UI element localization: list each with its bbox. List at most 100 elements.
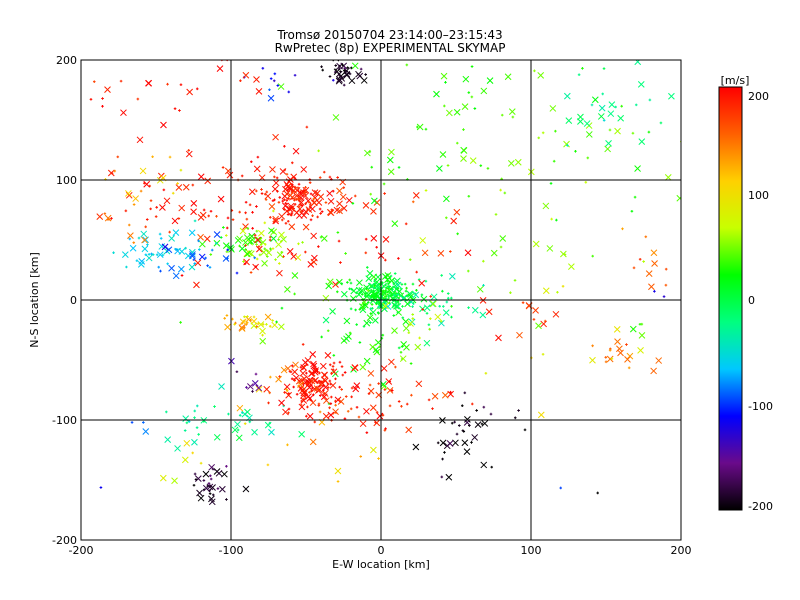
data-point-plus: [284, 202, 288, 205]
data-point-cross: [608, 101, 616, 108]
data-point-plus: [709, 376, 712, 379]
data-point-plus: [290, 211, 294, 215]
data-point-cross: [241, 410, 249, 418]
data-point-plus: [375, 291, 379, 295]
x-axis-label: E-W location [km]: [332, 558, 430, 571]
data-point-plus: [286, 213, 290, 216]
data-point-plus: [208, 489, 211, 493]
data-point-plus: [320, 65, 323, 68]
data-point-plus: [239, 79, 242, 83]
data-point-plus: [342, 83, 346, 87]
data-point-cross: [257, 229, 265, 237]
data-point-cross: [278, 399, 285, 407]
data-point-plus: [337, 239, 341, 243]
data-point-plus: [245, 386, 248, 389]
data-point-cross: [495, 334, 502, 342]
data-point-cross: [181, 456, 189, 464]
data-point-cross: [202, 470, 210, 478]
data-point-cross: [415, 380, 423, 388]
data-point-plus: [158, 232, 162, 236]
data-point-plus: [664, 283, 668, 287]
data-point-cross: [300, 397, 308, 404]
data-point-cross: [419, 237, 427, 244]
data-point-plus: [317, 404, 321, 407]
data-point-plus: [344, 69, 348, 73]
data-point-cross: [172, 229, 180, 237]
data-point-plus: [409, 323, 412, 326]
data-point-plus: [405, 286, 408, 290]
data-point-plus: [334, 399, 337, 403]
data-point-plus: [373, 279, 376, 283]
plot-grid: [81, 60, 681, 540]
data-point-cross: [104, 86, 111, 93]
colorbar-unit-label: [m/s]: [721, 74, 750, 87]
data-point-cross: [125, 190, 132, 197]
data-point-cross: [412, 291, 420, 299]
x-tick-label: -200: [69, 544, 94, 557]
data-point-plus: [289, 213, 293, 217]
data-point-plus: [225, 234, 228, 237]
data-point-cross: [290, 253, 298, 260]
data-point-cross: [404, 300, 411, 308]
data-point-plus: [165, 410, 168, 414]
data-point-plus: [338, 360, 342, 364]
data-point-plus: [157, 265, 161, 269]
data-point-plus: [272, 79, 276, 83]
data-point-cross: [337, 398, 345, 405]
data-point-cross: [445, 473, 453, 481]
data-point-plus: [393, 294, 396, 297]
data-point-plus: [276, 84, 280, 87]
data-point-cross: [604, 145, 612, 153]
data-point-cross: [540, 320, 547, 328]
data-point-plus: [213, 405, 216, 408]
data-point-cross: [407, 293, 415, 301]
data-point-cross: [171, 217, 179, 225]
data-point-plus: [369, 312, 373, 315]
data-point-plus: [269, 77, 273, 80]
data-point-cross: [607, 110, 615, 118]
data-point-cross: [371, 197, 378, 205]
data-point-plus: [192, 483, 196, 487]
data-point-plus: [168, 230, 171, 234]
data-point-cross: [345, 196, 353, 204]
data-point-plus: [381, 281, 384, 285]
data-point-plus: [227, 412, 230, 416]
data-point-plus: [341, 373, 345, 377]
data-point-cross: [336, 76, 343, 83]
data-point-plus: [503, 191, 507, 195]
data-point-cross: [219, 485, 226, 493]
data-point-cross: [650, 249, 658, 257]
data-point-plus: [712, 189, 715, 192]
data-point-plus: [192, 258, 196, 262]
data-point-plus: [470, 402, 474, 406]
data-point-plus: [355, 405, 359, 409]
data-point-plus: [268, 391, 271, 395]
data-point-plus: [312, 393, 315, 397]
data-point-plus: [253, 233, 257, 237]
data-point-plus: [357, 415, 361, 419]
data-point-cross: [175, 184, 183, 191]
data-point-cross: [208, 463, 215, 471]
data-point-plus: [369, 321, 372, 324]
data-point-plus: [418, 336, 421, 340]
data-point-plus: [614, 105, 617, 109]
data-point-plus: [280, 306, 284, 310]
data-points: [81, 60, 715, 506]
data-point-plus: [116, 155, 120, 159]
data-point-plus: [513, 416, 517, 420]
data-point-plus: [443, 104, 446, 108]
data-point-cross: [239, 318, 247, 326]
data-point-plus: [574, 149, 577, 153]
data-point-plus: [254, 372, 258, 376]
data-point-plus: [151, 155, 154, 159]
data-point-plus: [208, 492, 212, 495]
data-point-cross: [532, 240, 540, 248]
data-point-plus: [268, 88, 271, 92]
data-point-cross: [226, 171, 234, 179]
data-point-plus: [145, 218, 149, 221]
data-point-plus: [359, 67, 363, 71]
data-point-plus: [350, 395, 353, 399]
data-point-cross: [107, 169, 115, 177]
data-point-cross: [450, 217, 458, 225]
data-point-plus: [490, 465, 494, 469]
